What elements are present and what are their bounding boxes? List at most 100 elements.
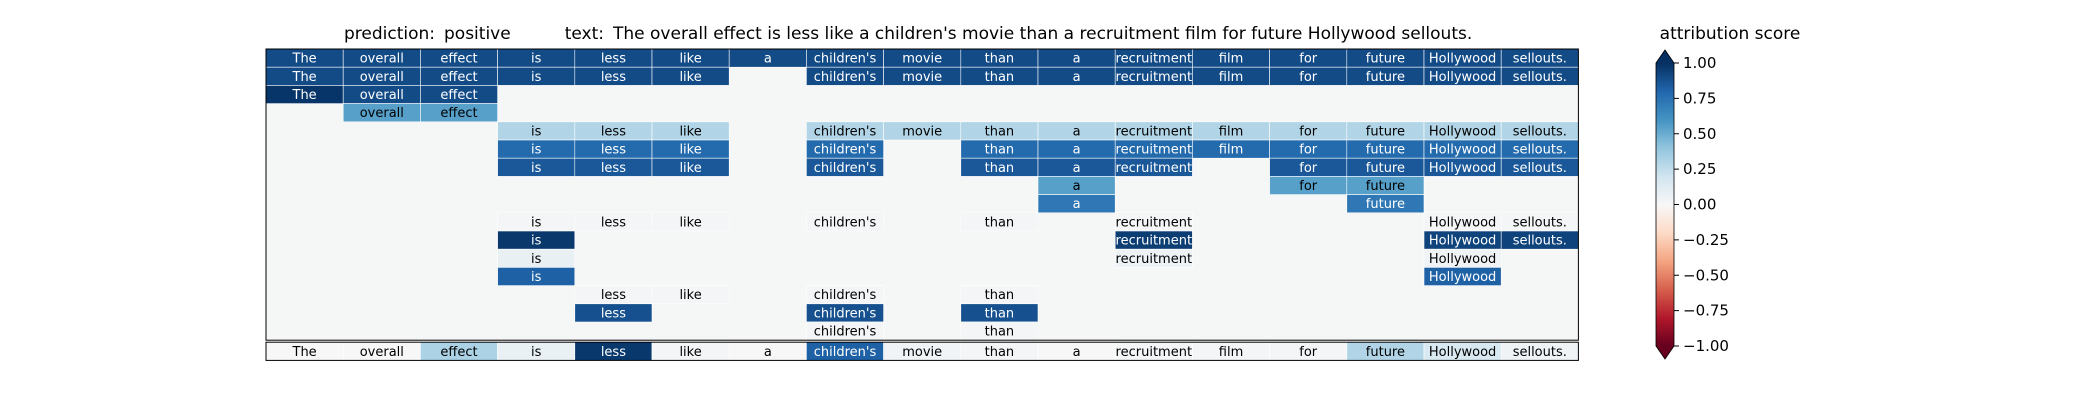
heatmap-cell	[806, 212, 884, 232]
summary-cell-label: The	[292, 345, 317, 360]
prediction-label: prediction:	[344, 24, 435, 44]
heatmap-cell-label: effect	[440, 52, 477, 67]
colorbar-tick-label: −0.50	[1683, 266, 1729, 284]
heatmap-cell-label: children's	[814, 215, 877, 230]
heatmap-cell-label: children's	[814, 52, 877, 67]
heatmap-cell-label: than	[985, 306, 1015, 321]
heatmap-cell-label: than	[985, 70, 1015, 85]
heatmap-row: children's than	[806, 321, 1039, 341]
summary-cell-label: than	[985, 345, 1015, 360]
heatmap-row: overall effect	[342, 103, 498, 123]
heatmap-cell-label: sellouts.	[1513, 70, 1567, 85]
heatmap-cell-label: like	[679, 288, 701, 303]
heatmap-cell-label: Hollywood	[1429, 270, 1496, 285]
heatmap-row: is less like children's than a recruitment for f…	[497, 157, 1579, 177]
heatmap-cell-label: movie	[902, 124, 942, 139]
heatmap-cell-label: children's	[814, 124, 877, 139]
heatmap-cell-label: sellouts.	[1513, 143, 1567, 158]
summary-cell-label: future	[1366, 345, 1405, 360]
heatmap-cell-label: recruitment	[1116, 161, 1193, 176]
heatmap-row: less like children's than	[574, 285, 1039, 305]
heatmap-cell-label: is	[531, 234, 542, 249]
colorbar-extend-min	[1656, 346, 1674, 359]
heatmap-cell-label: like	[679, 124, 701, 139]
heatmap-row: is less like children's than a recruitment film…	[497, 139, 1579, 159]
heatmap-cell-label: is	[531, 215, 542, 230]
colorbar-tick-label: −0.75	[1683, 302, 1729, 320]
text-label: text:	[565, 24, 604, 44]
input-text-value: The overall effect is less like a childr…	[612, 24, 1472, 44]
heatmap-cell	[1346, 194, 1425, 214]
heatmap-cell-label: like	[679, 70, 701, 85]
heatmap-cell	[1423, 267, 1502, 286]
heatmap-cell	[651, 285, 730, 305]
heatmap-cell-label: like	[679, 52, 701, 67]
heatmap-cell-label: film	[1219, 52, 1243, 67]
heatmap-cell-label: children's	[814, 288, 877, 303]
colorbar-tick-label: −1.00	[1683, 337, 1729, 355]
heatmap-cell-label: movie	[902, 52, 942, 67]
heatmap-cell-label: recruitment	[1116, 124, 1193, 139]
heatmap-cell-label: less	[601, 161, 626, 176]
heatmap-cell	[651, 66, 730, 86]
heatmap-cell-label: a	[1073, 197, 1081, 212]
heatmap-row: The overall effect is less like children's movi…	[265, 66, 1579, 86]
heatmap-cell-label: children's	[814, 70, 877, 85]
heatmap-row: is less like children's movie than a recruitmen…	[497, 121, 1579, 141]
heatmap-cell-label: The	[292, 88, 317, 103]
summary-cell-label: like	[679, 345, 701, 360]
summary-cell-label: a	[1073, 345, 1081, 360]
heatmap-cell-label: less	[601, 124, 626, 139]
heatmap-row: is Hollywood	[497, 267, 1502, 286]
heatmap-cell	[651, 212, 730, 232]
heatmap-cell-label: future	[1366, 143, 1405, 158]
heatmap-cell	[1114, 157, 1193, 177]
heatmap-cell-label: Hollywood	[1429, 215, 1496, 230]
heatmap-cell-label: sellouts.	[1513, 161, 1567, 176]
heatmap-cell-label: for	[1299, 161, 1318, 176]
heatmap-cell-label: film	[1219, 70, 1243, 85]
colorbar-tick-label: −0.25	[1683, 231, 1729, 249]
heatmap-cell-label: Hollywood	[1429, 234, 1496, 249]
summary-cell-label: children's	[814, 345, 877, 360]
heatmap-frame	[265, 48, 1579, 341]
heatmap-cell-label: film	[1219, 143, 1243, 158]
colorbar-tick-label: 0.75	[1683, 89, 1716, 107]
heatmap-cell-label: future	[1366, 197, 1405, 212]
summary-frame	[265, 341, 1579, 361]
heatmap-row: less children's than	[574, 303, 1039, 323]
summary-row: The overall effect is less like a children's mov…	[265, 341, 1579, 361]
heatmap-cell-label: a	[1073, 124, 1081, 139]
heatmap-cell-label: like	[679, 161, 701, 176]
heatmap-cell-label: future	[1366, 179, 1405, 194]
heatmap-cell-label: than	[985, 124, 1015, 139]
heatmap-cell-label: is	[531, 143, 542, 158]
heatmap-cell-label: The	[292, 52, 317, 67]
heatmap-cell-label: than	[985, 52, 1015, 67]
heatmap-cell	[497, 267, 576, 286]
heatmap-cell-label: effect	[440, 106, 477, 121]
heatmap-row: The overall effect is less like a children's mov…	[265, 48, 1579, 68]
heatmap-cell-label: sellouts.	[1513, 215, 1567, 230]
heatmap-cell-label: less	[601, 306, 626, 321]
heatmap-cell-label: recruitment	[1116, 143, 1193, 158]
heatmap-cell-label: recruitment	[1116, 252, 1193, 267]
summary-cell-label: overall	[360, 345, 404, 360]
colorbar-extend-max	[1656, 50, 1674, 63]
heatmap-cell-label: children's	[814, 306, 877, 321]
heatmap-cell-label: film	[1219, 124, 1243, 139]
heatmap-cell-label: a	[1073, 70, 1081, 85]
summary-cell-label: recruitment	[1116, 345, 1193, 360]
summary-cell-label: effect	[440, 345, 477, 360]
colorbar-tick-label: 0.25	[1683, 160, 1716, 178]
prediction-value: positive	[444, 24, 511, 44]
heatmap-cell-label: sellouts.	[1513, 124, 1567, 139]
colorbar: attribution score 1.00 0.75 0.50 0.25 0.00 −0…	[1655, 24, 1800, 360]
heatmap-cell-label: future	[1366, 70, 1405, 85]
heatmap-cell-label: Hollywood	[1429, 124, 1496, 139]
heatmap-row: is recruitment Hollywood	[497, 248, 1502, 268]
heatmap-cell-label: children's	[814, 325, 877, 340]
heatmap-row: The overall effect	[265, 85, 498, 104]
heatmap-cell-label: than	[985, 215, 1015, 230]
summary-cell-label: a	[764, 345, 772, 360]
